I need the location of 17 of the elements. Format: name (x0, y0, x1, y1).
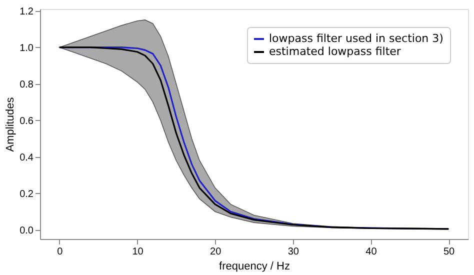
x-tick-label: 50 (443, 246, 456, 258)
y-tick-label: 1.0 (20, 42, 34, 54)
y-tick-label: 0.4 (20, 152, 34, 164)
y-tick-label: 0.8 (20, 79, 34, 90)
x-tick-label: 40 (366, 246, 378, 258)
y-tick-label: 0.2 (20, 188, 34, 200)
x-tick-label: 30 (288, 246, 300, 258)
y-axis-title: Amplitudes (4, 96, 17, 152)
x-axis-title: frequency / Hz (219, 260, 290, 272)
x-tick-label: 0 (57, 246, 64, 258)
legend-label: estimated lowpass filter (269, 45, 402, 58)
legend-label: lowpass filter used in section 3) (269, 32, 444, 45)
x-tick-label: 20 (210, 246, 222, 258)
y-tick-label: 0.6 (20, 116, 34, 127)
x-tick-label: 10 (132, 246, 144, 258)
y-tick-label: 1.2 (20, 6, 34, 18)
y-tick-label: 0.0 (20, 225, 34, 236)
